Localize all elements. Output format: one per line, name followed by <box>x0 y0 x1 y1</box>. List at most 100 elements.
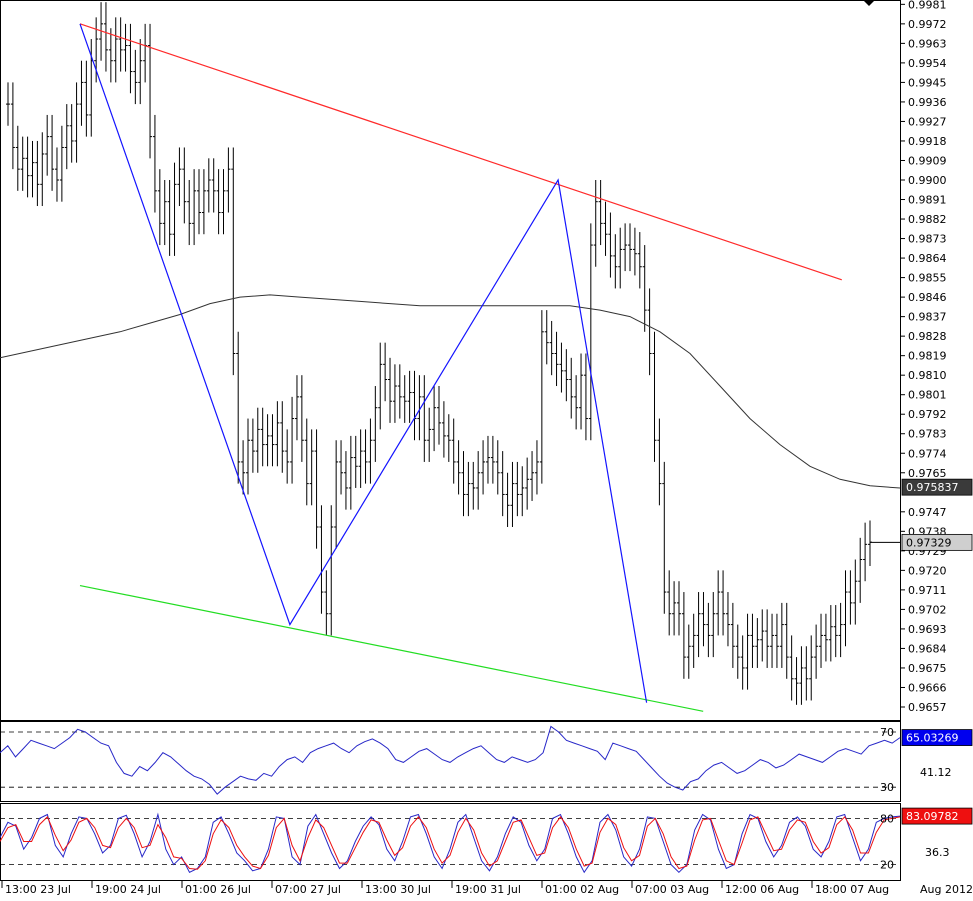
price-tick-label: 0.9864 <box>908 252 947 265</box>
price-tick-label: 0.9918 <box>908 135 947 148</box>
price-bar <box>701 592 706 647</box>
price-bar <box>35 140 40 207</box>
price-tick-label: 0.9666 <box>908 681 947 694</box>
price-bar <box>774 613 779 668</box>
price-bar <box>461 451 466 517</box>
stochastic-d-line <box>0 816 901 870</box>
price-bar <box>593 180 598 267</box>
price-tick-label: 0.9846 <box>908 291 947 304</box>
price-bar <box>45 114 50 176</box>
price-bar <box>157 169 162 246</box>
price-tick-label: 0.9891 <box>908 194 947 207</box>
price-bar <box>15 125 20 191</box>
price-bar <box>329 505 334 636</box>
price-bar <box>804 646 809 701</box>
price-bar <box>544 310 549 365</box>
time-tick-label: 01:00 02 Aug <box>545 883 619 896</box>
rsi-line <box>0 725 901 795</box>
price-bar <box>30 140 35 198</box>
price-bar <box>148 23 153 159</box>
price-bar <box>324 570 329 636</box>
price-bar <box>152 114 157 213</box>
price-tick-label: 0.9981 <box>908 0 947 11</box>
price-bar <box>427 407 432 462</box>
price-bar <box>819 613 824 668</box>
price-bar <box>858 537 863 603</box>
price-tick-label: 0.9765 <box>908 467 947 480</box>
price-bar <box>64 104 69 170</box>
price-tick-label: 0.9675 <box>908 662 947 675</box>
time-tick-label: 07:00 27 Jul <box>275 883 341 896</box>
price-bar <box>162 180 167 246</box>
price-bar <box>647 288 652 376</box>
price-tick-label: 0.9702 <box>908 603 947 616</box>
price-bar <box>363 429 368 484</box>
time-tick-label: 13:00 23 Jul <box>5 883 71 896</box>
rsi-panel <box>0 725 901 795</box>
price-bar <box>613 234 618 289</box>
price-bar <box>833 605 838 658</box>
price-bar <box>143 23 148 83</box>
price-bar <box>515 461 520 517</box>
price-bar <box>54 147 59 202</box>
stochastic-level-label: 80 <box>880 812 894 825</box>
price-tick-label: 0.9711 <box>908 584 947 597</box>
price-bar <box>25 136 30 198</box>
price-bar <box>618 227 623 289</box>
rsi-value-label: 65.03269 <box>906 732 959 745</box>
price-bar <box>128 23 133 94</box>
price-bar <box>843 570 848 647</box>
stochastic-value-label: 83.09782 <box>906 810 959 823</box>
price-bar <box>740 635 745 690</box>
price-bar <box>69 104 74 163</box>
price-bar <box>388 357 393 423</box>
price-bar <box>392 364 397 423</box>
price-tick-label: 0.9954 <box>908 57 947 70</box>
price-bar <box>770 613 775 668</box>
price-tick-label: 0.9783 <box>908 428 947 441</box>
price-bar <box>554 331 559 387</box>
current-ma-label: 0.975837 <box>906 481 959 494</box>
price-bar <box>490 435 495 484</box>
price-bar <box>270 414 275 467</box>
price-tick-label: 0.9873 <box>908 233 947 246</box>
price-bar <box>721 570 726 636</box>
price-bar <box>103 2 108 72</box>
price-bar <box>236 331 241 484</box>
price-bar <box>652 331 657 462</box>
price-bar <box>848 570 853 625</box>
price-bar <box>437 386 441 445</box>
price-bar <box>20 136 25 191</box>
price-bar <box>84 60 89 137</box>
price-bar <box>260 407 265 467</box>
price-bar <box>456 440 461 495</box>
zigzag-line <box>79 23 648 703</box>
price-bar <box>823 613 828 662</box>
rsi-level-label: 30 <box>880 781 894 794</box>
price-bar <box>177 147 182 207</box>
price-bar <box>691 613 696 668</box>
price-bar <box>662 461 667 614</box>
price-tick-label: 0.9900 <box>908 174 947 187</box>
price-bar <box>10 82 15 170</box>
time-tick-label: 01:00 26 Jul <box>185 883 251 896</box>
rsi-frame <box>0 721 901 802</box>
price-bar <box>534 440 539 495</box>
price-tick-label: 0.9792 <box>908 408 947 421</box>
price-bar <box>280 401 285 473</box>
price-bar <box>167 180 172 256</box>
price-bar <box>50 114 55 191</box>
price-bar <box>113 17 118 83</box>
lower-channel-trendline <box>79 584 704 712</box>
price-bar <box>343 451 348 510</box>
price-bar <box>510 461 515 527</box>
stochastic-panel <box>0 812 901 874</box>
price-bar <box>853 559 858 625</box>
stochastic-k-line <box>0 812 901 874</box>
price-bar <box>760 609 765 662</box>
price-bar <box>446 414 451 462</box>
price-tick-label: 0.9747 <box>908 506 947 519</box>
price-bar <box>711 592 716 658</box>
